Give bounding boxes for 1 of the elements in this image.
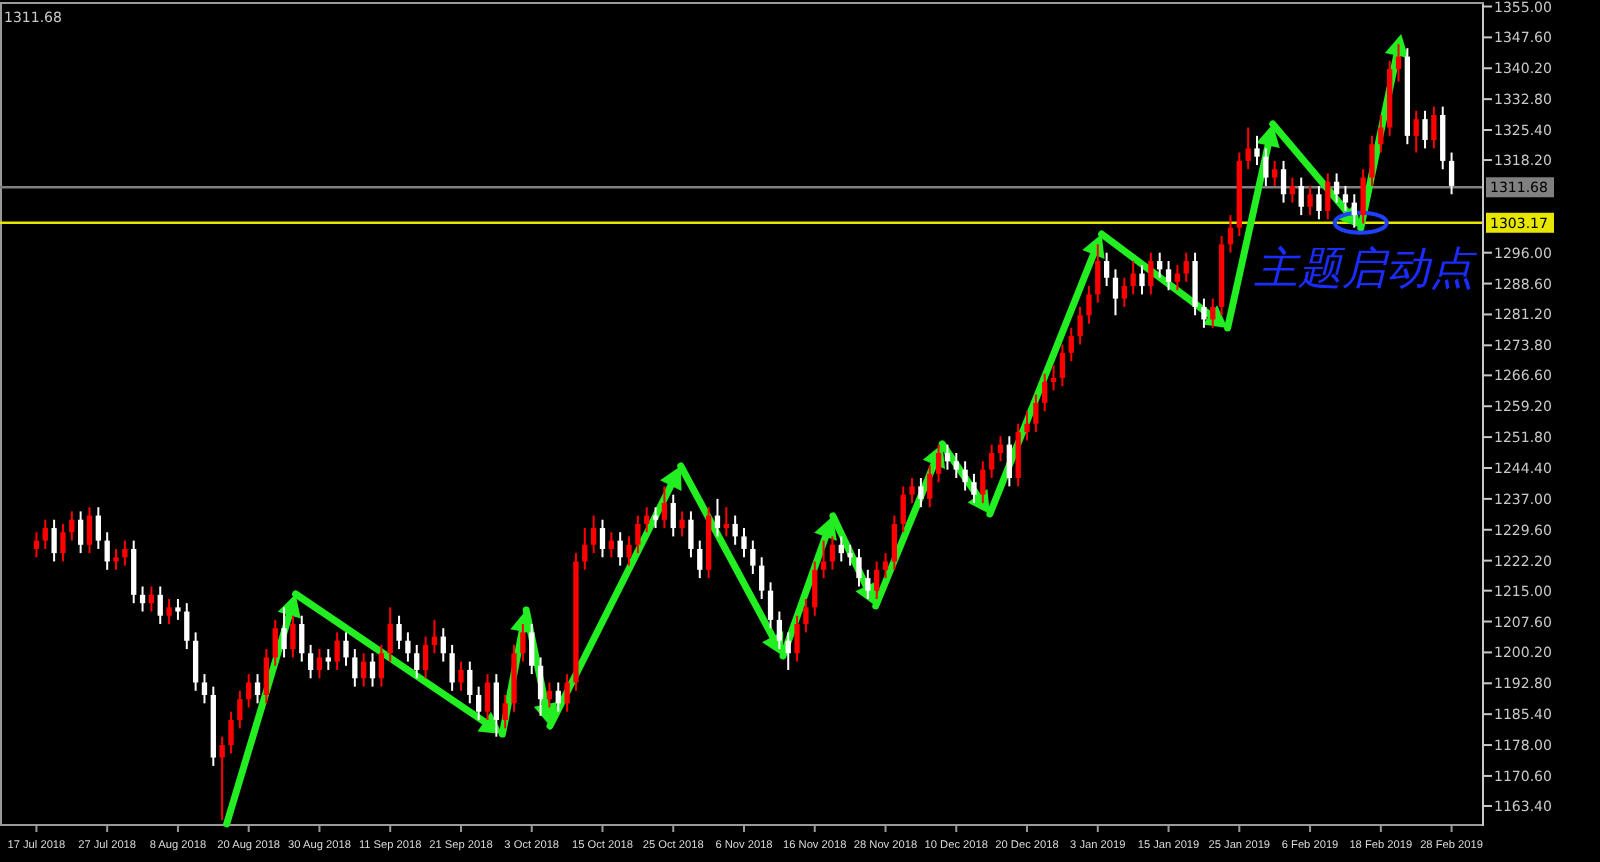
annotation: 主题启动点 xyxy=(1254,244,1478,295)
